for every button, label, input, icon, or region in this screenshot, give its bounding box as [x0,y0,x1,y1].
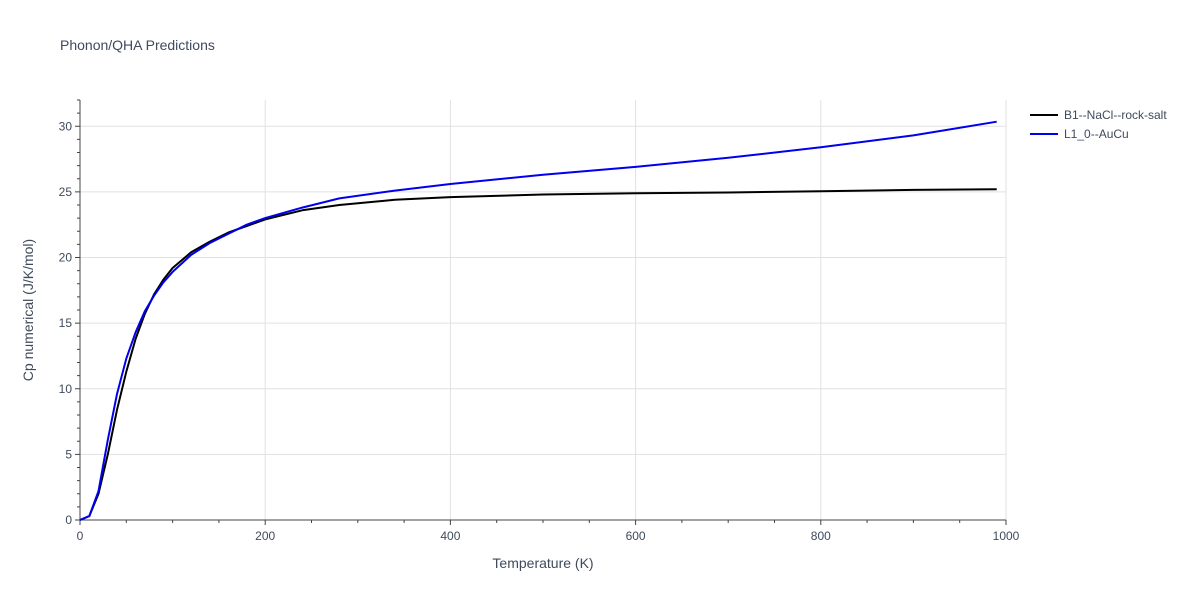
y-tick-label: 5 [65,447,72,461]
y-tick-label: 20 [59,251,73,265]
y-tick-label: 25 [59,185,73,199]
y-tick-label: 30 [59,119,73,133]
x-tick-label: 1000 [993,529,1020,543]
chart-title: Phonon/QHA Predictions [60,37,215,53]
y-tick-label: 10 [59,382,73,396]
x-tick-label: 400 [440,529,460,543]
x-tick-label: 0 [77,529,84,543]
series-lines [79,120,997,521]
x-tick-label: 600 [626,529,646,543]
y-axis-label: Cp numerical (J/K/mol) [20,239,36,381]
legend-label-1: L1_0--AuCu [1064,127,1129,141]
legend: B1--NaCl--rock-salt L1_0--AuCu [1030,108,1167,141]
x-tick-label: 800 [811,529,831,543]
legend-label-0: B1--NaCl--rock-salt [1064,108,1167,122]
x-axis-label: Temperature (K) [492,555,593,571]
y-tick-label: 15 [59,316,73,330]
y-tick-label: 0 [65,513,72,527]
axes: 0 200 400 600 800 1000 0 5 10 15 20 25 30 [59,99,1020,543]
x-tick-label: 200 [255,529,275,543]
grid [80,100,1007,520]
series-line-1 [79,120,997,521]
series-line-0 [79,188,997,521]
